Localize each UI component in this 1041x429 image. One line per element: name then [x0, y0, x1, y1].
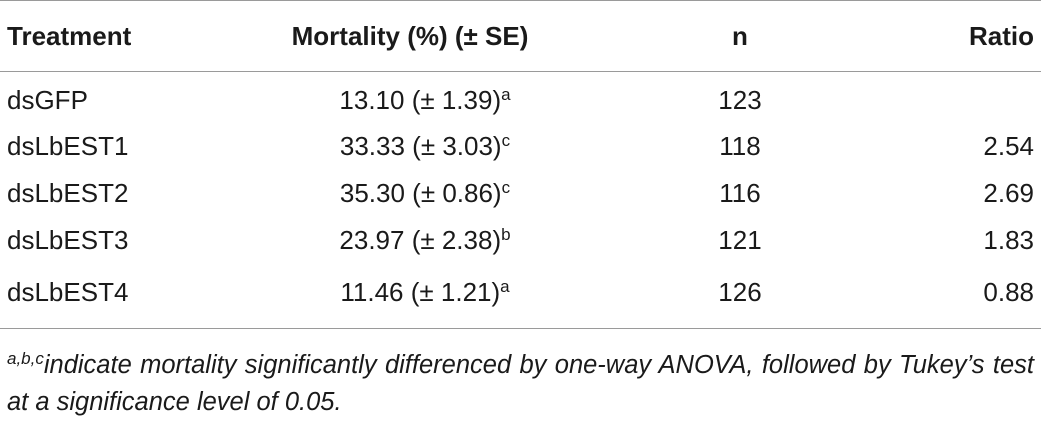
cell-ratio: 1.83: [983, 224, 1034, 255]
cell-n: 126: [570, 263, 910, 329]
mortality-value: 23.97 (± 2.38): [339, 224, 502, 255]
significance-letter: c: [501, 177, 511, 197]
footnote-marker: a,b,c: [7, 349, 44, 368]
table-footnote: a,b,cindicate mortality significantly di…: [7, 347, 1034, 421]
cell-treatment: dsLbEST4: [0, 263, 250, 329]
results-table-container: Treatment Mortality (%) (± SE) n Ratio d…: [0, 0, 1041, 329]
mortality-value: 35.30 (± 0.86): [339, 177, 502, 208]
cell-treatment: dsGFP: [7, 84, 88, 115]
significance-letter: a: [500, 277, 510, 296]
cell-treatment: dsLbEST1: [7, 130, 129, 161]
cell-n: 118: [719, 130, 761, 161]
table-row: dsLbEST3 23.97 (± 2.38)b 121 1.83: [0, 217, 1041, 264]
cell-treatment: dsLbEST2: [7, 177, 129, 208]
cell-n: 121: [718, 224, 762, 255]
table-row: dsLbEST4 11.46 (± 1.21)a 126 0.88: [0, 263, 1041, 329]
table-row: dsGFP 13.10 (± 1.39)a 123: [0, 72, 1041, 123]
cell-mortality: 35.30 (± 0.86)c: [250, 170, 570, 217]
cell-mortality: 23.97 (± 2.38)b: [250, 217, 570, 264]
cell-ratio: 2.69: [983, 177, 1034, 208]
cell-treatment: dsLbEST3: [7, 224, 129, 255]
cell-ratio: 0.88: [910, 263, 1041, 329]
table-header-row: Treatment Mortality (%) (± SE) n Ratio: [0, 0, 1041, 72]
header-mortality: Mortality (%) (± SE): [250, 0, 570, 72]
mortality-value: 11.46 (± 1.21): [340, 277, 501, 307]
significance-letter: b: [501, 224, 511, 244]
mortality-value: 13.10 (± 1.39): [339, 84, 502, 115]
table-row: dsLbEST1 33.33 (± 3.03)c 118 2.54: [0, 123, 1041, 170]
table-row: dsLbEST2 35.30 (± 0.86)c 116 2.69: [0, 170, 1041, 217]
header-treatment: Treatment: [0, 0, 250, 72]
mortality-table: Treatment Mortality (%) (± SE) n Ratio d…: [0, 0, 1041, 329]
cell-ratio: 2.54: [983, 130, 1034, 161]
footnote-text: indicate mortality significantly differe…: [7, 351, 1034, 416]
significance-letter: a: [501, 84, 511, 104]
cell-mortality: 11.46 (± 1.21)a: [250, 263, 570, 329]
cell-mortality: 13.10 (± 1.39)a: [250, 72, 570, 123]
cell-ratio: [910, 72, 1041, 123]
significance-letter: c: [501, 130, 511, 150]
header-n: n: [570, 0, 910, 72]
header-ratio: Ratio: [910, 0, 1041, 72]
cell-n: 123: [718, 84, 762, 115]
mortality-value: 33.33 (± 3.03): [339, 130, 502, 161]
cell-mortality: 33.33 (± 3.03)c: [250, 123, 570, 170]
cell-n: 116: [719, 177, 761, 208]
